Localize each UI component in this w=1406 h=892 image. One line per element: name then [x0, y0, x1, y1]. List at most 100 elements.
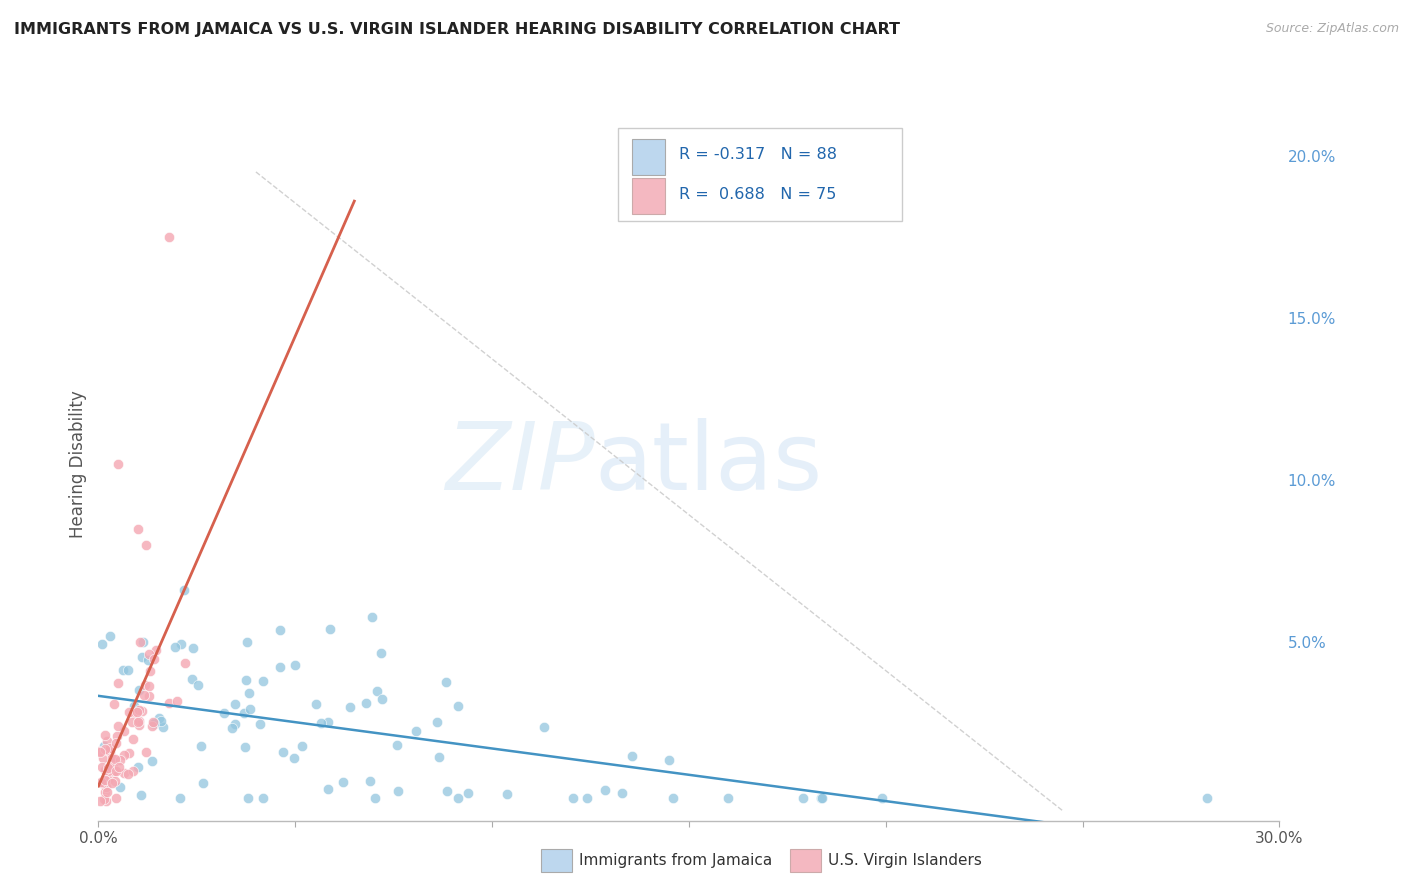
Point: [283, 751, 305, 765]
Point: [269, 660, 291, 674]
Point: [101, 757, 124, 772]
Point: [447, 698, 470, 713]
Point: [101, 751, 124, 765]
Point: [496, 787, 519, 801]
Point: [170, 637, 193, 651]
Point: [135, 538, 157, 552]
Point: [224, 716, 246, 731]
Point: [252, 791, 274, 805]
Point: [91, 751, 114, 765]
Point: [181, 673, 204, 687]
Point: [339, 700, 361, 714]
Point: [145, 642, 167, 657]
Point: [96, 794, 118, 808]
Point: [387, 784, 409, 798]
Point: [190, 739, 212, 753]
Point: [621, 749, 644, 764]
Point: [93, 739, 115, 754]
Point: [436, 674, 458, 689]
Point: [575, 791, 598, 805]
Point: [239, 702, 262, 716]
Point: [238, 686, 260, 700]
Point: [122, 698, 145, 713]
Text: atlas: atlas: [595, 417, 823, 510]
Point: [96, 780, 118, 794]
Point: [316, 781, 339, 796]
Point: [233, 706, 256, 720]
Point: [103, 766, 125, 780]
Point: [93, 791, 115, 805]
Point: [107, 457, 129, 471]
Point: [235, 635, 257, 649]
Point: [658, 752, 681, 766]
Point: [138, 679, 160, 693]
Point: [94, 763, 117, 777]
Point: [354, 696, 377, 710]
Point: [112, 748, 135, 763]
Point: [562, 791, 585, 805]
Point: [94, 772, 117, 787]
Point: [717, 791, 740, 805]
Point: [284, 657, 307, 672]
Point: [236, 791, 259, 805]
Point: [112, 723, 135, 738]
Point: [811, 791, 834, 805]
Point: [142, 651, 165, 665]
Point: [148, 711, 170, 725]
Point: [187, 678, 209, 692]
Point: [91, 760, 114, 774]
Point: [132, 635, 155, 649]
Point: [361, 610, 384, 624]
FancyBboxPatch shape: [619, 128, 901, 221]
Point: [193, 775, 215, 789]
Point: [141, 754, 163, 768]
Point: [792, 791, 814, 805]
Point: [370, 646, 392, 660]
Point: [97, 761, 120, 775]
Point: [131, 705, 153, 719]
Point: [104, 752, 127, 766]
Point: [94, 741, 117, 756]
Text: Immigrants from Jamaica: Immigrants from Jamaica: [579, 854, 772, 868]
Point: [117, 767, 139, 781]
Point: [249, 717, 271, 731]
Point: [103, 698, 125, 712]
Point: [118, 705, 141, 719]
Point: [872, 791, 894, 805]
Point: [427, 750, 450, 764]
Point: [366, 684, 388, 698]
Point: [94, 728, 117, 742]
Point: [110, 780, 132, 794]
Point: [305, 697, 328, 711]
Point: [221, 721, 243, 735]
Point: [143, 716, 166, 731]
Point: [121, 715, 143, 730]
Point: [108, 753, 131, 767]
Point: [233, 740, 256, 755]
Point: [94, 785, 117, 799]
Point: [121, 764, 143, 778]
Point: [309, 715, 332, 730]
Point: [181, 640, 204, 655]
Point: [131, 650, 153, 665]
Point: [359, 774, 381, 789]
Point: [612, 786, 634, 800]
Point: [1195, 791, 1218, 805]
Point: [385, 738, 408, 752]
Point: [370, 692, 392, 706]
Point: [125, 706, 148, 720]
Point: [104, 791, 127, 805]
Point: [114, 766, 136, 780]
Text: ZIP: ZIP: [444, 418, 595, 509]
Point: [91, 637, 114, 651]
Point: [122, 706, 145, 720]
Text: R =  0.688   N = 75: R = 0.688 N = 75: [679, 187, 837, 202]
Point: [252, 673, 274, 688]
Point: [89, 745, 111, 759]
FancyBboxPatch shape: [633, 139, 665, 175]
Point: [173, 583, 195, 598]
Point: [96, 785, 118, 799]
Point: [136, 653, 159, 667]
Point: [212, 706, 235, 721]
Point: [533, 720, 555, 734]
